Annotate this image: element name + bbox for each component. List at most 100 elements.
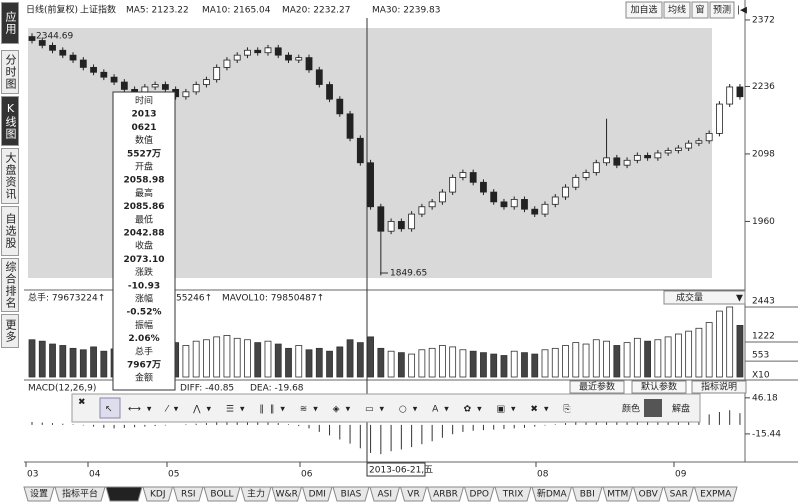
y-tick-label: 1960	[752, 217, 775, 227]
tab[interactable]	[105, 486, 143, 502]
indicator-button-label[interactable]: 指标说明	[701, 381, 737, 393]
tab-label[interactable]: BOLL	[210, 490, 233, 500]
candle-body	[69, 54, 77, 61]
volume-unit: X10	[752, 371, 770, 381]
tab-label[interactable]: SAR	[670, 490, 688, 500]
dropdown-arrow: ▼	[736, 294, 743, 304]
tooltip-value: 0621	[131, 123, 156, 133]
tab-label[interactable]: DMI	[309, 490, 326, 500]
tab[interactable]	[663, 486, 695, 502]
tab-label[interactable]: TRIX	[502, 490, 524, 500]
tool-icons[interactable]: ⟷▾ ⁄▾ ⋀▾ ☰▾ ‖‖▾ ≋▾ ◈▾ ▭▾ ○▾ A▾ ✿▾ ▣▾ ✖▾ …	[128, 405, 577, 415]
volume-bar	[664, 336, 672, 378]
tab-label[interactable]: 主力	[247, 488, 265, 500]
tab[interactable]	[571, 486, 603, 502]
tooltip	[112, 91, 176, 391]
candle-body	[572, 177, 580, 188]
drawing-toolbar	[71, 393, 701, 423]
top-button[interactable]	[663, 1, 691, 19]
tooltip-label: 涨幅	[135, 293, 153, 305]
sidebar-tab[interactable]: 应用	[1, 2, 19, 44]
sidebar-tab[interactable]: K线图	[1, 96, 19, 146]
tab[interactable]	[142, 486, 174, 502]
tab-label[interactable]: MACD	[111, 490, 138, 500]
volume-bar	[59, 345, 67, 378]
candle-body	[428, 201, 436, 208]
close-icon[interactable]: ✖	[78, 398, 86, 408]
tab-label[interactable]: BBI	[580, 490, 595, 500]
sidebar-tab[interactable]: 分时图	[1, 50, 19, 94]
tab-label[interactable]: MTM	[607, 490, 628, 500]
top-button[interactable]	[691, 1, 709, 19]
tab[interactable]	[332, 486, 370, 502]
tab-label[interactable]: W&R	[276, 490, 298, 500]
tab[interactable]	[271, 486, 303, 502]
top-button-label[interactable]: 预测	[713, 5, 731, 16]
volume-bar	[438, 345, 446, 378]
tab-label[interactable]: ARBR	[433, 490, 458, 500]
tab-label[interactable]: KDJ	[150, 490, 166, 500]
tab[interactable]	[693, 486, 738, 502]
tab[interactable]	[426, 486, 465, 502]
volume-bar	[90, 346, 97, 378]
nav-arrow[interactable]: |◀	[737, 6, 747, 16]
sidebar-tab[interactable]: 综合排名	[1, 258, 19, 312]
volume-bar	[695, 327, 703, 378]
tab[interactable]	[494, 486, 532, 502]
top-button-label[interactable]: 窗	[695, 4, 704, 16]
analysis-label[interactable]: 解盘	[672, 403, 690, 415]
top-button-label[interactable]: 均线	[668, 4, 686, 16]
tooltip-value: 2085.86	[124, 202, 165, 212]
indicator-button-label[interactable]: 最近参数	[579, 381, 615, 393]
tab-label[interactable]: DPO	[470, 490, 489, 500]
tab-label[interactable]: 设置	[30, 489, 48, 500]
indicator-buttons: 最近参数 默认参数 指标说明	[569, 380, 747, 394]
indicator-button-label[interactable]: 默认参数	[641, 381, 677, 393]
tab-label[interactable]: VR	[407, 490, 419, 500]
top-button-label[interactable]: 加自选	[630, 4, 657, 16]
tab[interactable]	[172, 486, 204, 502]
tab[interactable]	[531, 486, 573, 502]
tooltip-value: -10.93	[128, 281, 160, 291]
ma-value: MA30: 2239.83	[372, 6, 440, 16]
top-button[interactable]	[709, 1, 735, 19]
color-label[interactable]: 颜色	[622, 403, 640, 415]
tab-label[interactable]: 指标平台	[62, 488, 98, 500]
candle-body	[449, 177, 457, 193]
tab[interactable]	[23, 486, 55, 502]
candle-body	[192, 84, 200, 93]
volume-bar	[326, 350, 333, 378]
cursor-tool[interactable]	[99, 397, 121, 419]
sidebar-tab[interactable]: 更多	[1, 314, 19, 348]
tab-label[interactable]: 新DMA	[537, 488, 568, 500]
volume-bar	[521, 352, 528, 378]
indicator-button[interactable]	[691, 380, 747, 394]
tab-label[interactable]: RSI	[181, 490, 196, 500]
indicator-button[interactable]	[569, 380, 625, 394]
ma-value: MA5: 2123.22	[126, 6, 189, 16]
tab[interactable]	[369, 486, 401, 502]
candle-body	[326, 84, 333, 100]
tab[interactable]	[203, 486, 241, 502]
tab[interactable]	[54, 486, 106, 502]
tab-label[interactable]: OBV	[639, 490, 659, 500]
tab[interactable]	[301, 486, 333, 502]
sidebar-tab[interactable]: 自选股	[1, 206, 19, 256]
candle-body	[582, 172, 590, 178]
tab[interactable]	[632, 486, 664, 502]
color-swatch[interactable]	[644, 399, 662, 417]
sidebar-tab[interactable]: 大盘资讯	[1, 148, 19, 204]
tab[interactable]	[399, 486, 428, 502]
top-button[interactable]	[625, 1, 663, 19]
tab[interactable]	[240, 486, 272, 502]
indicator-button[interactable]	[631, 380, 687, 394]
date-label: 04	[89, 470, 101, 480]
tab[interactable]	[463, 486, 495, 502]
tab[interactable]	[602, 486, 634, 502]
indicator-select[interactable]	[663, 290, 746, 305]
volume-bar	[644, 340, 651, 378]
tab-label[interactable]: EXPMA	[700, 490, 732, 500]
tab-label[interactable]: BIAS	[341, 490, 362, 500]
candle-body	[521, 199, 528, 210]
tab-label[interactable]: ASI	[377, 490, 392, 500]
